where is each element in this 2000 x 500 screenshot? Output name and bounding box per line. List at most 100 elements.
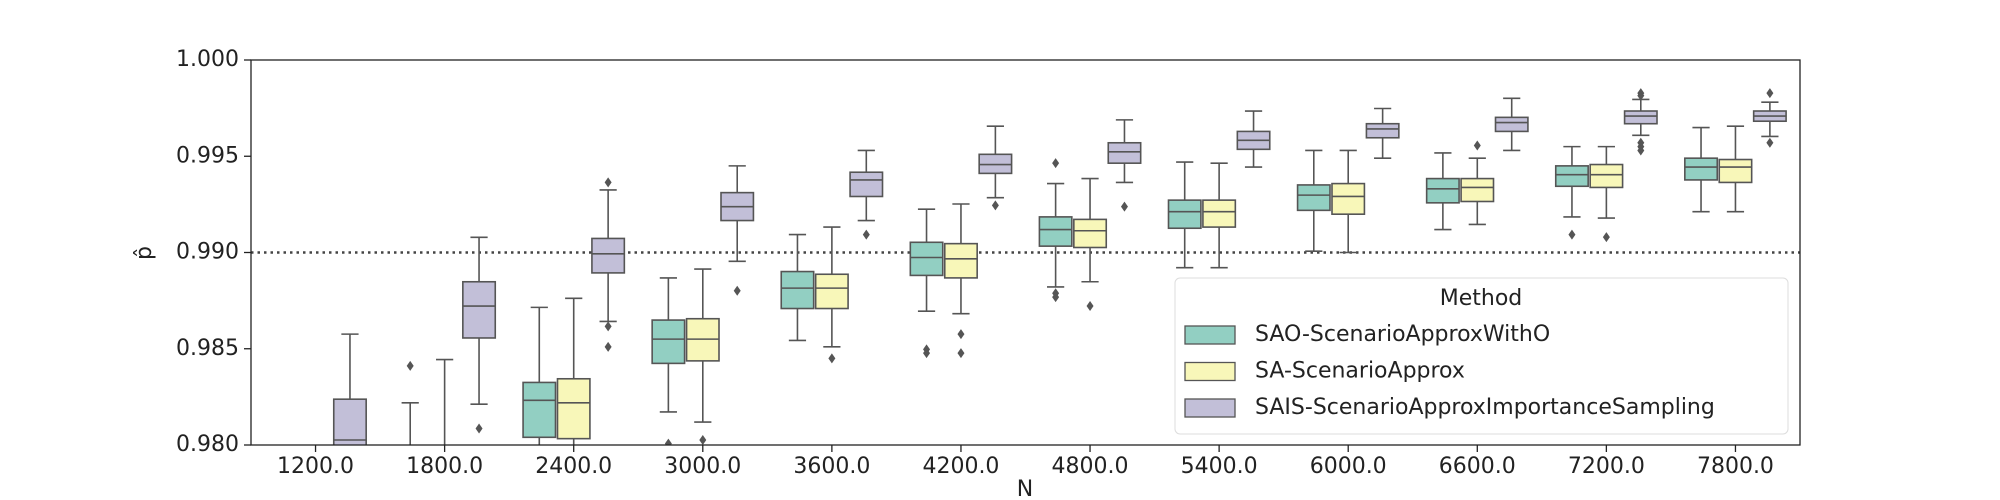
box-group — [943, 203, 978, 359]
box-group — [814, 226, 849, 364]
box — [780, 270, 815, 310]
outlier — [1052, 292, 1060, 303]
box — [1202, 199, 1237, 228]
outlier — [923, 348, 931, 359]
box-group — [1460, 140, 1495, 226]
outlier — [604, 321, 612, 332]
box-group — [1236, 110, 1271, 168]
outlier — [604, 177, 612, 188]
x-tick-label: 7200.0 — [1568, 454, 1645, 479]
outlier — [1052, 158, 1060, 169]
box-group — [1425, 152, 1460, 231]
outlier — [1637, 145, 1645, 156]
box-group — [556, 297, 591, 445]
box-group — [1331, 149, 1366, 254]
outlier — [699, 434, 707, 445]
box-group — [1684, 126, 1719, 213]
legend-label: SAO-ScenarioApproxWithO — [1255, 322, 1550, 347]
box — [1167, 199, 1202, 230]
box-group — [1365, 107, 1400, 159]
legend-label: SAIS-ScenarioApproxImportanceSampling — [1255, 395, 1715, 420]
box — [522, 381, 557, 439]
box-group — [720, 165, 755, 296]
box-group — [1494, 97, 1529, 152]
box-group — [978, 125, 1013, 211]
y-tick-label: 0.985 — [176, 336, 239, 361]
x-axis-label: N — [1017, 477, 1033, 500]
box — [1107, 141, 1142, 164]
outlier — [828, 353, 836, 364]
box — [1460, 177, 1495, 203]
box-group — [1718, 125, 1753, 213]
box — [1425, 177, 1460, 204]
box-group — [1589, 145, 1624, 243]
x-tick-label: 4800.0 — [1052, 454, 1129, 479]
y-tick-label: 1.000 — [176, 47, 239, 72]
box — [1684, 157, 1719, 181]
box — [1038, 216, 1073, 247]
x-tick-label: 6600.0 — [1439, 454, 1516, 479]
outlier — [1766, 137, 1774, 148]
x-tick-label: 7800.0 — [1697, 454, 1774, 479]
box — [332, 398, 367, 445]
y-tick-label: 0.995 — [176, 143, 239, 168]
box — [1296, 184, 1331, 212]
box-group — [522, 306, 557, 445]
box-group — [1296, 149, 1331, 252]
box — [849, 171, 884, 198]
outlier — [604, 341, 612, 352]
box — [591, 237, 626, 274]
box — [462, 280, 497, 339]
box-group — [1038, 158, 1073, 303]
x-tick-label: 1800.0 — [406, 454, 483, 479]
outlier — [991, 200, 999, 211]
box — [1494, 116, 1529, 133]
outlier — [1766, 88, 1774, 99]
x-tick-label: 3600.0 — [793, 454, 870, 479]
box — [814, 273, 849, 310]
box — [1718, 158, 1753, 184]
legend-label: SA-ScenarioApprox — [1255, 359, 1465, 384]
box-group — [1073, 177, 1108, 312]
box-group — [685, 268, 720, 445]
box — [1073, 218, 1108, 249]
outlier — [664, 438, 672, 445]
box-group — [780, 233, 815, 342]
x-tick-label: 1200.0 — [277, 454, 354, 479]
outlier — [862, 229, 870, 240]
box-group — [1752, 88, 1787, 148]
plot-area — [251, 88, 1800, 445]
box-group — [1167, 161, 1202, 269]
outlier — [1086, 301, 1094, 312]
outlier — [733, 285, 741, 296]
box — [909, 241, 944, 277]
box-group — [1107, 119, 1142, 212]
box-group — [1554, 145, 1589, 240]
box-group — [462, 236, 497, 434]
box-group — [1623, 88, 1658, 156]
box — [651, 319, 686, 365]
box — [1365, 122, 1400, 139]
outlier — [957, 329, 965, 340]
box-group — [401, 360, 419, 445]
box-group — [591, 177, 626, 352]
outlier — [957, 348, 965, 359]
outlier — [1637, 90, 1645, 101]
legend-swatch — [1184, 361, 1236, 382]
box — [1623, 110, 1658, 125]
box — [1331, 182, 1366, 215]
box-group — [909, 208, 944, 359]
y-axis-label: p̂ — [132, 246, 157, 260]
x-tick-label: 4200.0 — [922, 454, 999, 479]
outlier — [406, 360, 414, 371]
box-group — [332, 333, 367, 445]
legend-frame — [1174, 277, 1789, 435]
box — [1589, 163, 1624, 189]
legend-title: Method — [1440, 286, 1523, 311]
box-group — [651, 277, 686, 445]
box — [943, 242, 978, 279]
box — [1554, 165, 1589, 188]
outlier — [1602, 232, 1610, 243]
x-tick-label: 2400.0 — [535, 454, 612, 479]
